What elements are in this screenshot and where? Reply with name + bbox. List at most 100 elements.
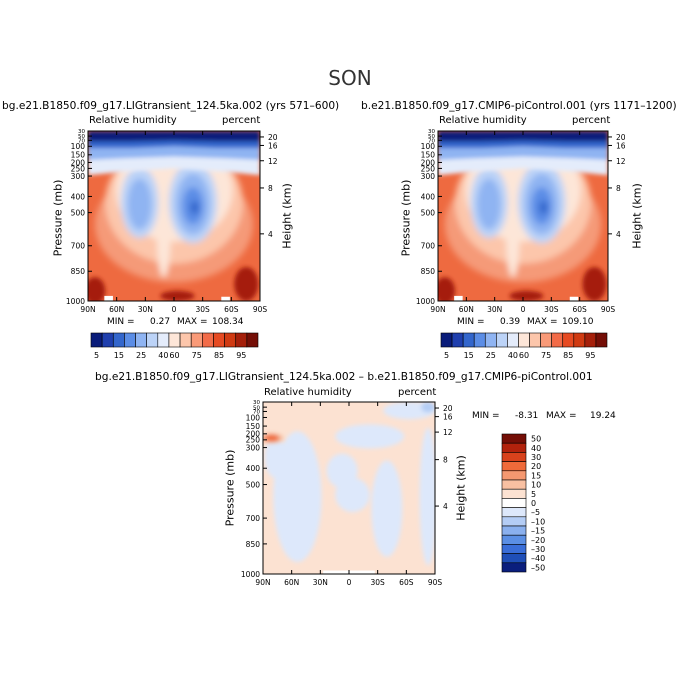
panel1-min-value: 0.27 bbox=[150, 317, 171, 327]
x-tick-label: 60S bbox=[399, 578, 414, 587]
panel2-max-value: 109.10 bbox=[562, 317, 594, 327]
colorbar-label: 5 bbox=[444, 351, 449, 360]
colorbar-label: 10 bbox=[531, 481, 541, 490]
colorbar-label: –5 bbox=[531, 508, 540, 517]
x-tick-label: 30S bbox=[371, 578, 386, 587]
colorbar-box bbox=[501, 479, 527, 490]
y-tick-label: 850 bbox=[421, 267, 436, 276]
colorbar-box bbox=[540, 332, 552, 348]
y-tick-label: 500 bbox=[246, 480, 261, 489]
x-tick-label: 90S bbox=[601, 305, 616, 314]
y-tick-label: 150 bbox=[71, 151, 86, 160]
colorbar-box bbox=[168, 332, 181, 348]
y-tick-label: 500 bbox=[71, 208, 86, 217]
y-tick-label: 100 bbox=[71, 142, 86, 151]
y-tick-label: 100 bbox=[421, 142, 436, 151]
moist-surface-region bbox=[582, 267, 607, 301]
colorbar-box bbox=[246, 332, 259, 348]
topography-mask bbox=[454, 295, 463, 301]
panel2-field bbox=[438, 131, 608, 301]
moist-surface-region bbox=[234, 267, 259, 301]
y-tick-label: 400 bbox=[421, 192, 436, 201]
colorbar-box bbox=[584, 332, 597, 348]
colorbar-box bbox=[501, 525, 527, 536]
difference-extreme bbox=[263, 434, 280, 442]
colorbar-label: 95 bbox=[585, 351, 595, 360]
colorbar-box bbox=[501, 534, 527, 545]
panel1-title: bg.e21.B1850.f09_g17.LIGtransient_124.5k… bbox=[2, 100, 340, 112]
height-tick-label: 4 bbox=[268, 230, 273, 239]
topography-mask bbox=[569, 296, 579, 301]
panel1-max-label: MAX = bbox=[177, 317, 208, 327]
colorbar-label: 60 bbox=[519, 351, 529, 360]
colorbar-label: 15 bbox=[531, 471, 541, 480]
colorbar-label: –50 bbox=[531, 563, 545, 572]
colorbar-box bbox=[224, 332, 237, 348]
y-tick-label: 300 bbox=[71, 172, 86, 181]
y-tick-label: 50 bbox=[428, 134, 435, 140]
moist-surface-region bbox=[509, 290, 544, 301]
height-tick-label: 16 bbox=[268, 141, 278, 150]
colorbar-box bbox=[529, 332, 541, 348]
x-tick-label: 90S bbox=[253, 305, 268, 314]
panel1-min-label: MIN = bbox=[107, 317, 135, 327]
colorbar-label: –20 bbox=[531, 536, 545, 545]
panel2-min-label: MIN = bbox=[457, 317, 485, 327]
colorbar-box bbox=[501, 470, 527, 481]
colorbar-box bbox=[112, 332, 125, 348]
y-tick-label: 850 bbox=[71, 267, 86, 276]
height-tick-label: 8 bbox=[616, 184, 621, 193]
panel3-field bbox=[263, 402, 435, 574]
difference-contour bbox=[419, 427, 435, 566]
colorbar-box bbox=[462, 332, 475, 348]
x-tick-label: 90S bbox=[428, 578, 443, 587]
difference-contour bbox=[335, 424, 405, 449]
difference-contour bbox=[335, 477, 370, 513]
colorbar-box bbox=[90, 332, 103, 348]
x-tick-label: 30N bbox=[138, 305, 153, 314]
colorbar-box bbox=[501, 507, 527, 518]
panel2-title: b.e21.B1850.f09_g17.CMIP6-piControl.001 … bbox=[361, 100, 677, 112]
y-tick-label: 150 bbox=[246, 422, 261, 431]
colorbar-label: 40 bbox=[158, 351, 168, 360]
y-tick-label: 1000 bbox=[241, 570, 260, 579]
y-tick-label: 500 bbox=[421, 208, 436, 217]
y-tick-label: 50 bbox=[78, 134, 85, 140]
y-tick-label: 1000 bbox=[416, 297, 435, 306]
humidity-contour bbox=[477, 178, 501, 230]
colorbar-box bbox=[501, 544, 527, 554]
y-tick-label: 300 bbox=[421, 172, 436, 181]
y-tick-label: 30 bbox=[78, 129, 85, 135]
x-tick-label: 60S bbox=[224, 305, 239, 314]
colorbar-box bbox=[518, 332, 530, 348]
y-tick-label: 300 bbox=[246, 443, 261, 452]
y-tick-label: 400 bbox=[71, 192, 86, 201]
topography-mask bbox=[221, 296, 230, 301]
height-tick-label: 4 bbox=[616, 230, 621, 239]
height-tick-label: 20 bbox=[443, 404, 453, 413]
y-tick-label: 850 bbox=[246, 540, 261, 549]
colorbar-box bbox=[484, 332, 497, 348]
y-tick-label: 30 bbox=[428, 129, 435, 135]
colorbar-box bbox=[190, 332, 203, 348]
y-tick-label: 1000 bbox=[66, 297, 85, 306]
x-tick-label: 60N bbox=[109, 305, 124, 314]
y-tick-label: 70 bbox=[78, 138, 85, 144]
colorbar-box bbox=[124, 332, 136, 348]
height-tick-label: 8 bbox=[268, 184, 273, 193]
x-tick-label: 30N bbox=[487, 305, 502, 314]
colorbar-label: 95 bbox=[236, 351, 246, 360]
x-tick-label: 60S bbox=[573, 305, 588, 314]
colorbar-box bbox=[573, 332, 586, 348]
humidity-contour bbox=[506, 195, 520, 278]
panel1-max-value: 108.34 bbox=[212, 317, 244, 327]
colorbar-box bbox=[179, 332, 192, 348]
panel3-max-value: 19.24 bbox=[590, 411, 616, 421]
colorbar-box bbox=[562, 332, 575, 348]
colorbar-box bbox=[551, 332, 564, 348]
x-tick-label: 60N bbox=[459, 305, 474, 314]
x-tick-label: 90N bbox=[255, 578, 270, 587]
colorbar-box bbox=[501, 516, 527, 527]
y-tick-label: 200 bbox=[71, 158, 86, 167]
humidity-contour bbox=[539, 200, 548, 215]
